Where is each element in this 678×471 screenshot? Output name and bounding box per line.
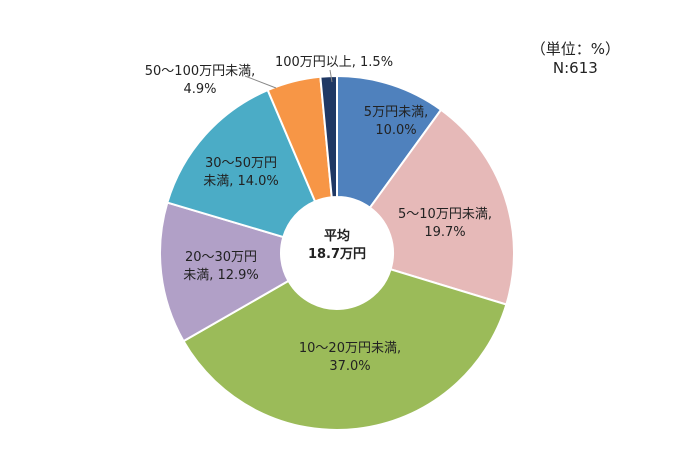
donut-slices — [159, 74, 515, 431]
slice-label-3: 10～20万円未満, 37.0% — [299, 341, 401, 374]
center-label: 平均 18.7万円 — [308, 228, 366, 262]
sample-size: N:613 — [552, 59, 598, 77]
slice-5 — [166, 88, 317, 239]
leader-line-1 — [244, 75, 277, 89]
slice-2 — [368, 108, 515, 306]
unit-label: （単位：%） — [530, 40, 620, 58]
slice-label-7: 100万円以上, 1.5% — [275, 55, 393, 70]
slice-label-5: 30～50万円未満, 14.0% — [203, 156, 279, 189]
center-label-line-2: 18.7万円 — [308, 247, 366, 262]
slice-label-4: 20～30万円未満, 12.9% — [183, 250, 259, 283]
slice-label-6: 50～100万円未満, 4.9% — [145, 64, 256, 97]
unit-note: （単位：%） N:613 — [531, 40, 620, 78]
slice-7 — [319, 74, 338, 199]
slice-1 — [336, 74, 443, 210]
slice-3 — [182, 268, 508, 431]
slice-labels: 5万円未満, 10.0% 5～10万円未満, 19.7% 10～20万円未満, 37.0%… — [145, 55, 492, 374]
slice-4 — [159, 201, 290, 343]
slice-label-1: 5万円未満, 10.0% — [364, 105, 428, 138]
leader-line-2 — [329, 69, 333, 83]
slice-label-2: 5～10万円未満, 19.7% — [398, 207, 492, 240]
center-label-line-1: 平均 — [324, 228, 350, 244]
